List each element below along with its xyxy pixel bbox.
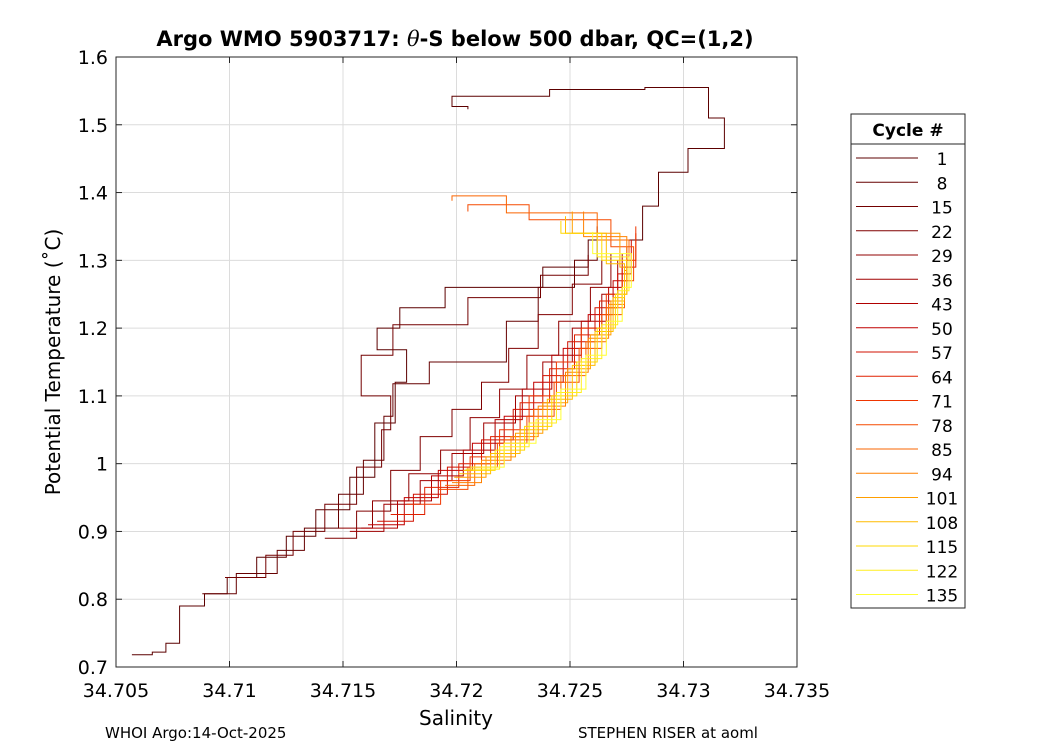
y-tick-label: 1.5: [78, 115, 108, 137]
series-line-cycle-122: [465, 233, 630, 470]
x-axis-label: Salinity: [419, 706, 493, 730]
footer-operator: STEPHEN RISER at aoml: [578, 724, 758, 742]
legend-label: 1: [937, 150, 948, 170]
y-tick-label: 0.7: [78, 657, 108, 679]
y-tick-label: 0.9: [78, 521, 108, 543]
legend-label: 115: [926, 538, 958, 558]
legend-label: 101: [926, 490, 958, 510]
x-tick-label: 34.735: [764, 680, 830, 702]
legend-title: Cycle #: [872, 121, 943, 141]
y-tick-label: 1.2: [78, 318, 108, 340]
legend-label: 57: [931, 344, 953, 364]
legend: Cycle # 1 8 15 22 29 36 43 50 57 64 71 78 85 94 101 108…: [850, 113, 966, 609]
x-tick-label: 34.73: [656, 680, 710, 702]
legend-label: 8: [937, 174, 948, 194]
y-axis-ticks: 0.7 0.8 0.9 1 1.1 1.2 1.3 1.4 1.5 1.6: [78, 47, 797, 679]
legend-box: [850, 113, 966, 609]
legend-label: 135: [926, 587, 958, 607]
legend-label: 122: [926, 562, 958, 582]
legend-label: 43: [931, 296, 953, 316]
legend-label: 64: [931, 368, 953, 388]
series-line-cycle-8: [202, 226, 598, 595]
y-axis-label: Potential Temperature (˚C): [41, 229, 65, 496]
x-tick-label: 34.72: [429, 680, 483, 702]
legend-label: 50: [931, 320, 953, 340]
chart-title: Argo WMO 5903717: θ-S below 500 dbar, QC…: [156, 27, 753, 51]
footer-credit: WHOI Argo:14-Oct-2025: [105, 724, 287, 742]
series-line-cycle-108: [458, 216, 625, 475]
legend-label: 29: [931, 247, 953, 267]
series-line-cycle-135: [470, 231, 632, 468]
plot-series: [131, 87, 725, 656]
x-tick-label: 34.71: [202, 680, 256, 702]
y-tick-label: 1.4: [78, 183, 108, 205]
legend-label: 94: [931, 465, 953, 485]
legend-label: 36: [931, 271, 953, 291]
series-line-cycle-15: [225, 254, 589, 578]
y-tick-label: 1.3: [78, 250, 108, 272]
legend-label: 85: [931, 441, 953, 461]
y-tick-label: 1: [96, 454, 108, 476]
legend-label: 71: [931, 393, 953, 413]
y-tick-label: 1.1: [78, 386, 108, 408]
x-axis-ticks: 34.705 34.71 34.715 34.72 34.725 34.73 34.735: [83, 57, 830, 702]
legend-label: 108: [926, 514, 958, 534]
series-line-cycle-115: [463, 221, 628, 471]
legend-label: 78: [931, 417, 953, 437]
x-tick-label: 34.725: [537, 680, 603, 702]
y-tick-label: 1.6: [78, 47, 108, 69]
series-line-cycle-22: [324, 260, 603, 539]
legend-label: 22: [931, 223, 953, 243]
legend-label: 15: [931, 199, 953, 219]
legend-items: 1 8 15 22 29 36 43 50 57 64 71 78 85 94 101 108 115 122 13…: [856, 150, 958, 607]
x-tick-label: 34.715: [310, 680, 376, 702]
y-tick-label: 0.8: [78, 589, 108, 611]
x-tick-label: 34.705: [83, 680, 149, 702]
series-line-cycle-101: [454, 211, 625, 478]
